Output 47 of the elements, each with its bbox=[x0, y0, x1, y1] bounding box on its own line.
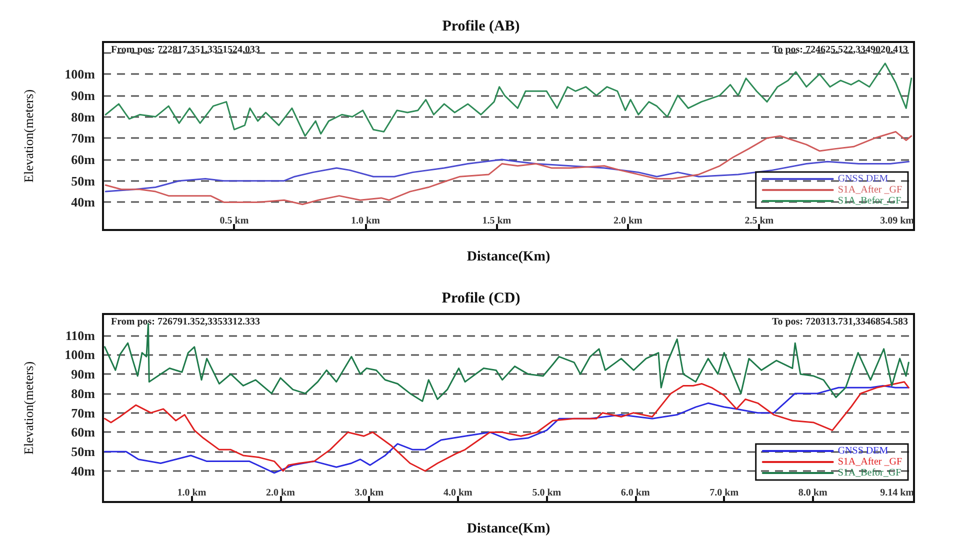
x-tick-label: 1.0 km bbox=[351, 216, 381, 226]
y-tick-label: 80m bbox=[71, 109, 96, 124]
y-tick-label: 50m bbox=[71, 173, 96, 188]
x-tick-label: 5.0 km bbox=[532, 488, 562, 498]
y-tick-label: 40m bbox=[71, 194, 96, 210]
y-tick-label: 70m bbox=[71, 130, 96, 146]
x-tick-label: 2.0 km bbox=[613, 216, 644, 226]
text: S1A_After _GF bbox=[838, 456, 902, 468]
y-tick-label: 100m bbox=[64, 66, 96, 82]
line-series bbox=[104, 130, 912, 206]
x-tick-label: 2.0 km bbox=[266, 488, 296, 498]
text: S1A_Befor_GF bbox=[838, 196, 902, 206]
text: GNSS DEM bbox=[838, 446, 888, 456]
x-tick-label: 1.0 km bbox=[177, 488, 207, 498]
x-tick-label: 4.0 km bbox=[443, 488, 474, 498]
annotation: To pos: 724625.522,3349020.413 bbox=[772, 44, 908, 56]
y-tick-label: 90m bbox=[71, 88, 96, 103]
annotation: From pos: 722817.351,3351524.033 bbox=[111, 44, 260, 56]
y-tick-label: 80m bbox=[71, 386, 96, 401]
x-tick-label: 3.0 km bbox=[354, 488, 384, 498]
line-series bbox=[104, 62, 912, 137]
chart-title: Profile (AB) bbox=[442, 18, 520, 34]
y-tick-label: 40m bbox=[71, 463, 96, 478]
text: S1A_Befor_GF bbox=[838, 468, 902, 478]
text: S1A_After _GF bbox=[838, 184, 902, 196]
line-series bbox=[104, 158, 910, 192]
y-tick-label: 60m bbox=[71, 152, 96, 167]
y-tick-label: 110m bbox=[65, 328, 96, 343]
y-tick-label: 100m bbox=[64, 347, 96, 362]
y-tick-label: 70m bbox=[71, 405, 96, 420]
x-tick-label: 1.5 km bbox=[482, 216, 512, 226]
x-tick-label: 6.0 km bbox=[620, 488, 650, 498]
x-tick-label: 7.0 km bbox=[710, 488, 740, 498]
annotation: From pos: 726791.352,3353312.333 bbox=[111, 316, 260, 328]
x-tick-label: 0.5 km bbox=[220, 216, 250, 226]
y-tick-label: 50m bbox=[71, 444, 96, 460]
series-label: GNSS DEM bbox=[838, 174, 888, 184]
y-axis-title: Elevation(meters) bbox=[21, 89, 36, 183]
y-tick-label: 60m bbox=[71, 424, 96, 440]
chart-title: Profile (CD) bbox=[442, 290, 520, 306]
annotation: To pos: 720313.731,3346854.583 bbox=[772, 316, 908, 328]
y-axis-title: Elevation(meters) bbox=[21, 361, 36, 455]
x-axis-title: Distance(Km) bbox=[466, 522, 550, 536]
x-axis-title: Distance(Km) bbox=[466, 250, 550, 264]
y-tick-label: 90m bbox=[71, 366, 96, 382]
x-tick-label: 8.0 km bbox=[798, 488, 828, 498]
x-tick-label: 2.5 km bbox=[744, 216, 774, 226]
